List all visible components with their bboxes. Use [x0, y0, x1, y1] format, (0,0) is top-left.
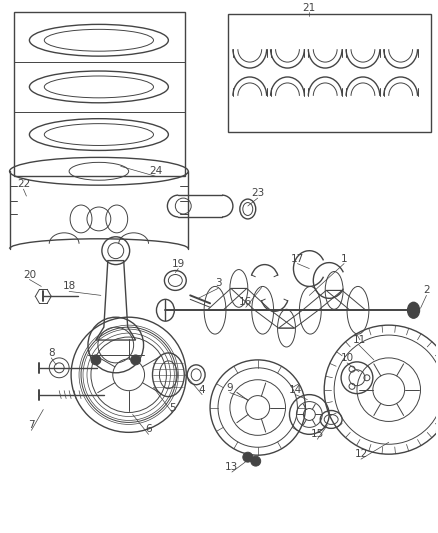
Circle shape [251, 456, 261, 466]
Text: 9: 9 [226, 383, 233, 393]
Text: 21: 21 [303, 3, 316, 12]
Text: 1: 1 [341, 254, 347, 264]
Text: 22: 22 [17, 179, 30, 189]
Text: 3: 3 [215, 278, 221, 288]
Text: 23: 23 [251, 188, 265, 198]
Text: 20: 20 [23, 270, 36, 279]
Text: 13: 13 [225, 462, 239, 472]
Text: 2: 2 [423, 285, 430, 295]
Text: 6: 6 [145, 424, 152, 434]
Ellipse shape [408, 302, 420, 318]
Circle shape [436, 424, 438, 438]
Text: 5: 5 [169, 402, 176, 413]
Text: 15: 15 [311, 430, 324, 439]
Circle shape [243, 452, 253, 462]
Text: 12: 12 [354, 449, 367, 459]
Bar [228, 14, 431, 132]
Circle shape [131, 355, 141, 365]
Text: 19: 19 [172, 259, 185, 269]
Text: 10: 10 [340, 353, 353, 363]
Text: 14: 14 [289, 385, 302, 394]
Text: 18: 18 [63, 281, 76, 292]
Text: 17: 17 [291, 254, 304, 264]
Text: 16: 16 [239, 297, 252, 308]
Circle shape [91, 355, 101, 365]
Text: 11: 11 [352, 335, 366, 345]
Text: 8: 8 [48, 348, 55, 358]
Text: 7: 7 [28, 421, 35, 431]
Text: 24: 24 [149, 166, 162, 176]
Text: 4: 4 [199, 385, 205, 394]
